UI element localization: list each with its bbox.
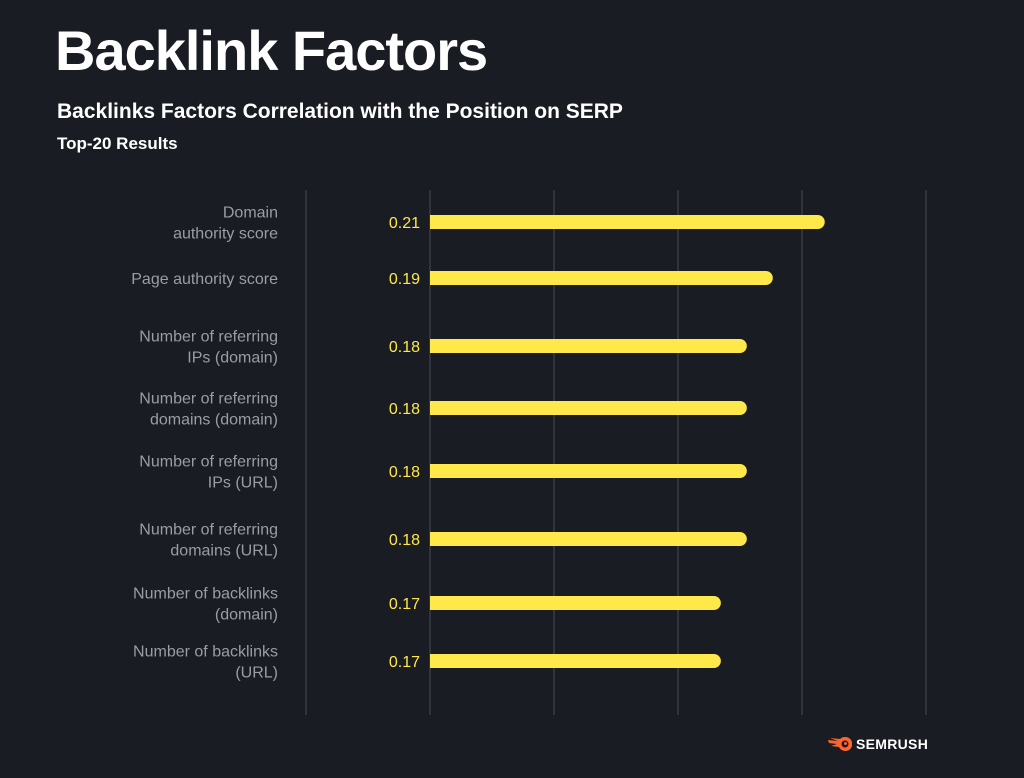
bar-left-edge — [430, 654, 438, 668]
bar-left-edge — [430, 401, 438, 415]
category-label: Number of backlinks — [133, 644, 278, 661]
chart-subtitle: Backlinks Factors Correlation with the P… — [57, 100, 623, 123]
category-label: Number of referring — [139, 522, 278, 539]
category-label: Number of backlinks — [133, 586, 278, 603]
data-label: 0.17 — [389, 596, 420, 613]
category-label: Number of referring — [139, 391, 278, 408]
category-label: authority score — [173, 226, 278, 243]
category-label: Number of referring — [139, 454, 278, 471]
category-label: Page authority score — [131, 271, 278, 288]
chart-subsubtitle: Top-20 Results — [57, 134, 178, 153]
bar — [430, 271, 773, 285]
category-label: IPs (domain) — [187, 350, 278, 367]
bar — [430, 401, 747, 415]
data-label: 0.19 — [389, 271, 420, 288]
bar — [430, 215, 825, 229]
bar-left-edge — [430, 339, 438, 353]
bar — [430, 339, 747, 353]
page-title: Backlink Factors — [55, 19, 488, 82]
bar-left-edge — [430, 215, 438, 229]
category-label: (URL) — [235, 665, 278, 682]
semrush-logo: SEMRUSH — [828, 736, 928, 752]
bar — [430, 464, 747, 478]
data-label: 0.18 — [389, 339, 420, 356]
bar — [430, 532, 747, 546]
category-label: domains (URL) — [170, 543, 278, 560]
data-label: 0.18 — [389, 464, 420, 481]
bar-left-edge — [430, 271, 438, 285]
category-label: (domain) — [215, 607, 278, 624]
bar — [430, 654, 721, 668]
data-label: 0.17 — [389, 654, 420, 671]
bar-left-edge — [430, 464, 438, 478]
category-label: Number of referring — [139, 329, 278, 346]
category-label: domains (domain) — [150, 412, 278, 429]
bar-left-edge — [430, 532, 438, 546]
category-label: IPs (URL) — [208, 475, 278, 492]
bar-left-edge — [430, 596, 438, 610]
semrush-fireball-icon — [828, 737, 852, 751]
category-label: Domain — [223, 205, 278, 222]
data-label: 0.18 — [389, 401, 420, 418]
brand-name: SEMRUSH — [856, 736, 929, 752]
data-label: 0.21 — [389, 215, 420, 232]
bar — [430, 596, 721, 610]
data-label: 0.18 — [389, 532, 420, 549]
